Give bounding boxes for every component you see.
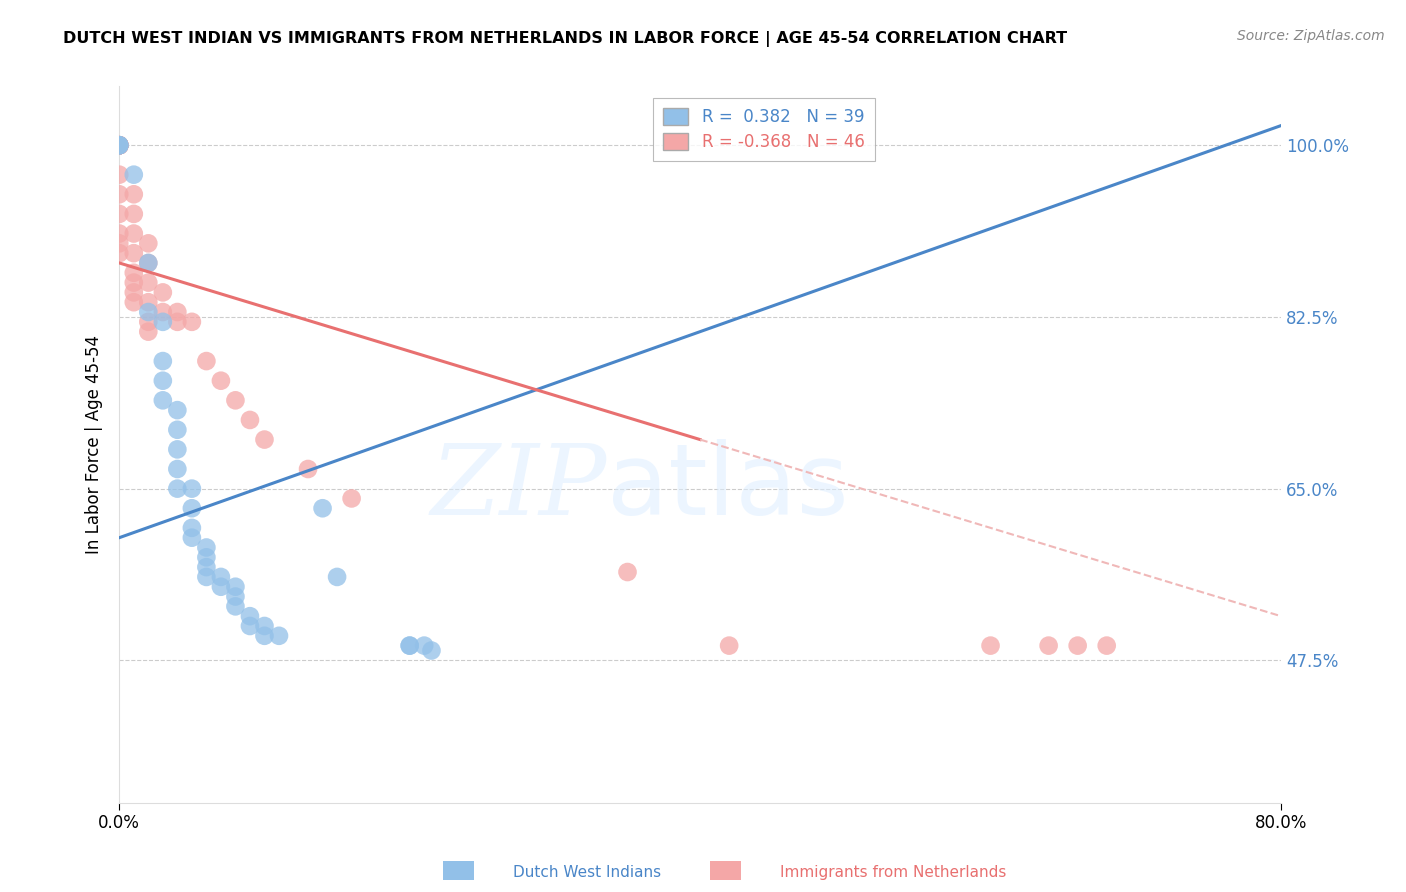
Point bbox=[136, 305, 159, 319]
Point bbox=[108, 138, 131, 153]
Point bbox=[166, 482, 188, 496]
Legend: R =  0.382   N = 39, R = -0.368   N = 46: R = 0.382 N = 39, R = -0.368 N = 46 bbox=[654, 98, 875, 161]
Point bbox=[122, 227, 145, 241]
Point bbox=[195, 560, 218, 574]
Point bbox=[166, 462, 188, 476]
Point bbox=[1038, 639, 1060, 653]
Point bbox=[398, 639, 420, 653]
Point bbox=[136, 315, 159, 329]
Point bbox=[239, 609, 262, 624]
Point bbox=[152, 315, 174, 329]
Point bbox=[108, 138, 131, 153]
Text: atlas: atlas bbox=[607, 439, 849, 536]
Point bbox=[267, 629, 290, 643]
Point bbox=[108, 138, 131, 153]
Point bbox=[209, 580, 232, 594]
Point bbox=[136, 276, 159, 290]
Y-axis label: In Labor Force | Age 45-54: In Labor Force | Age 45-54 bbox=[86, 335, 103, 554]
Point bbox=[311, 501, 333, 516]
Point bbox=[136, 325, 159, 339]
Point bbox=[398, 639, 420, 653]
Text: Immigrants from Netherlands: Immigrants from Netherlands bbox=[780, 865, 1007, 880]
Point bbox=[152, 393, 174, 408]
Point bbox=[108, 138, 131, 153]
Point bbox=[108, 138, 131, 153]
Point bbox=[108, 227, 131, 241]
Point bbox=[166, 442, 188, 457]
Point bbox=[152, 305, 174, 319]
Point bbox=[326, 570, 349, 584]
Point bbox=[166, 403, 188, 417]
Point bbox=[413, 639, 436, 653]
Text: Source: ZipAtlas.com: Source: ZipAtlas.com bbox=[1237, 29, 1385, 43]
Point bbox=[239, 619, 262, 633]
Point bbox=[1066, 639, 1088, 653]
Point bbox=[195, 541, 218, 555]
Point bbox=[180, 315, 202, 329]
Point bbox=[108, 138, 131, 153]
Point bbox=[224, 393, 246, 408]
Text: ZIP: ZIP bbox=[430, 440, 607, 535]
Point bbox=[122, 168, 145, 182]
Point bbox=[224, 580, 246, 594]
Point bbox=[108, 236, 131, 251]
Point bbox=[616, 565, 638, 579]
Point bbox=[253, 619, 276, 633]
Point bbox=[152, 285, 174, 300]
Point bbox=[180, 501, 202, 516]
Text: DUTCH WEST INDIAN VS IMMIGRANTS FROM NETHERLANDS IN LABOR FORCE | AGE 45-54 CORR: DUTCH WEST INDIAN VS IMMIGRANTS FROM NET… bbox=[63, 31, 1067, 47]
Point bbox=[108, 138, 131, 153]
Point bbox=[224, 599, 246, 614]
Point bbox=[209, 570, 232, 584]
Point bbox=[180, 531, 202, 545]
Point bbox=[239, 413, 262, 427]
Point bbox=[136, 256, 159, 270]
Point bbox=[108, 138, 131, 153]
Point bbox=[122, 276, 145, 290]
Point bbox=[253, 629, 276, 643]
Point bbox=[195, 550, 218, 565]
Point bbox=[224, 590, 246, 604]
Point bbox=[122, 295, 145, 310]
Text: Dutch West Indians: Dutch West Indians bbox=[513, 865, 661, 880]
Point bbox=[122, 285, 145, 300]
Point bbox=[122, 266, 145, 280]
Point bbox=[209, 374, 232, 388]
Point bbox=[122, 187, 145, 202]
Point bbox=[1095, 639, 1118, 653]
Point bbox=[108, 207, 131, 221]
Point bbox=[122, 207, 145, 221]
Point bbox=[166, 423, 188, 437]
Point bbox=[136, 236, 159, 251]
Point bbox=[108, 138, 131, 153]
Point bbox=[136, 256, 159, 270]
Point bbox=[108, 138, 131, 153]
Point bbox=[136, 295, 159, 310]
Point bbox=[108, 168, 131, 182]
Point bbox=[718, 639, 741, 653]
Point bbox=[297, 462, 319, 476]
Point bbox=[108, 187, 131, 202]
Point bbox=[108, 246, 131, 260]
Point bbox=[152, 374, 174, 388]
Point bbox=[340, 491, 363, 506]
Point bbox=[980, 639, 1002, 653]
Point bbox=[180, 482, 202, 496]
Point bbox=[180, 521, 202, 535]
Point bbox=[152, 354, 174, 368]
Point bbox=[253, 433, 276, 447]
Point bbox=[166, 305, 188, 319]
Point bbox=[195, 570, 218, 584]
Point bbox=[195, 354, 218, 368]
Point bbox=[420, 643, 443, 657]
Point bbox=[166, 315, 188, 329]
Point bbox=[122, 246, 145, 260]
Point bbox=[108, 138, 131, 153]
